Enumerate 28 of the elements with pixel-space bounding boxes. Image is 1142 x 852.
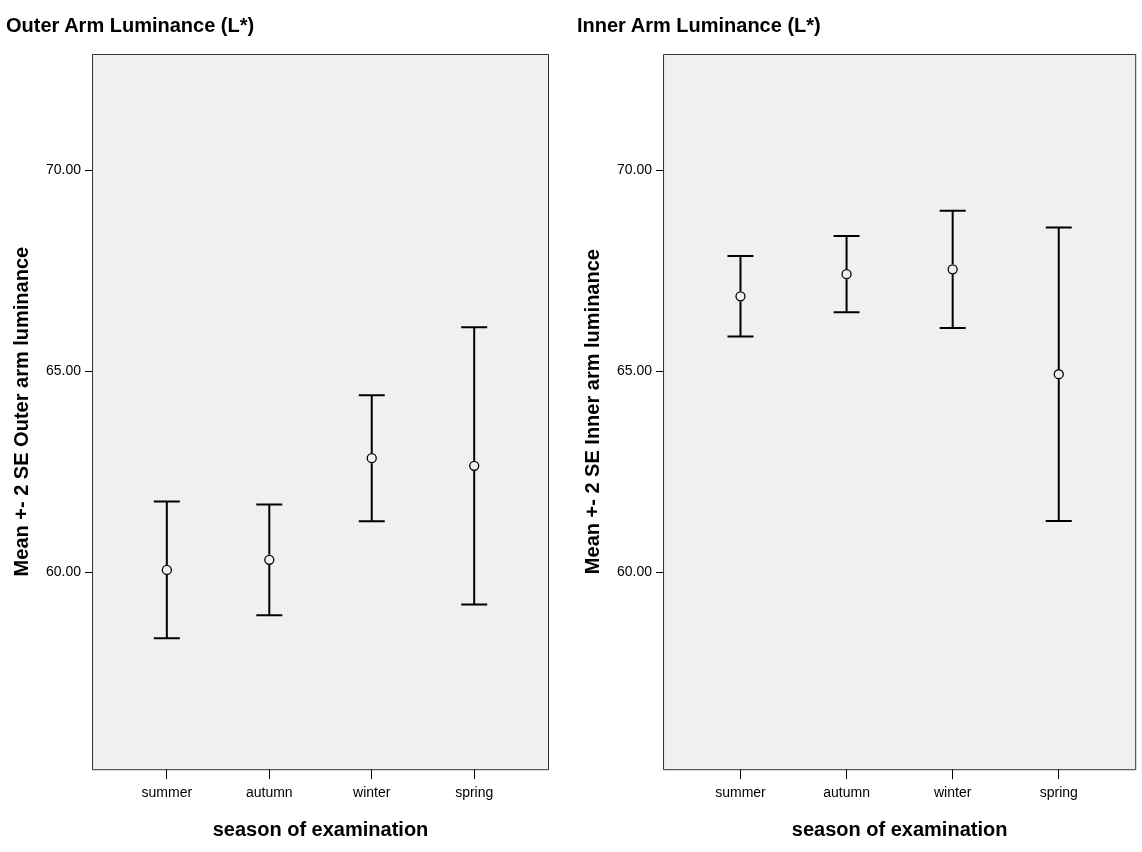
point [161, 564, 172, 576]
x-tick-label: autumn [823, 784, 870, 801]
x-tick-label: summer [715, 784, 767, 801]
x-tick-label: spring [455, 784, 494, 801]
x-tick-label: winter [932, 784, 972, 801]
y-tick-label: 70.00 [45, 161, 82, 178]
y-axis-title: Mean +- 2 SE Inner arm luminance [580, 249, 603, 575]
x-tick-label: autumn [245, 784, 293, 801]
point [735, 291, 746, 302]
chart-title: Outer Arm Luminance (L*) [6, 13, 255, 36]
x-tick-label: summer [141, 784, 193, 801]
y-tick-label: 60.00 [616, 563, 653, 580]
point [947, 264, 958, 275]
chart-title: Inner Arm Luminance (L*) [577, 13, 821, 36]
x-axis-title: season of examination [212, 817, 429, 840]
y-tick-label: 60.00 [45, 563, 82, 580]
x-tick-label: spring [1039, 784, 1078, 801]
y-tick-label: 65.00 [45, 362, 82, 379]
point [841, 269, 852, 280]
y-tick-label: 70.00 [616, 161, 653, 178]
y-tick-label: 65.00 [616, 362, 653, 379]
point [1053, 369, 1064, 380]
y-axis-title: Mean +- 2 SE Outer arm luminance [9, 246, 32, 577]
x-axis-title: season of examination [791, 817, 1008, 840]
point [366, 453, 377, 464]
x-tick-label: winter [352, 784, 391, 801]
point [469, 460, 480, 471]
point [264, 554, 275, 566]
